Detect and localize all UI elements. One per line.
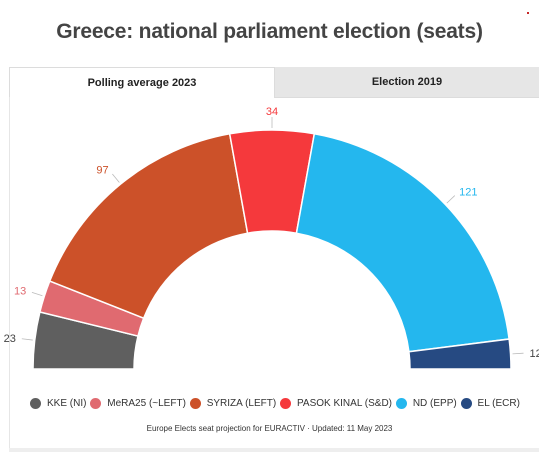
legend-item-mera25-left[interactable]: MeRA25 (~LEFT)	[90, 398, 186, 409]
legend-label: PASOK KINAL (S&D)	[296, 398, 393, 409]
label-leader-mera25-left	[31, 292, 43, 297]
seat-segment-el-ecr[interactable]	[408, 338, 512, 370]
legend-item-el-ecr[interactable]: EL (ECR)	[460, 398, 520, 409]
seat-segment-syriza-left[interactable]	[48, 132, 249, 320]
legend-item-syriza-left[interactable]: SYRIZA (LEFT)	[189, 398, 277, 409]
value-label-el-ecr: 12	[529, 348, 539, 360]
legend-label: EL (ECR)	[477, 398, 520, 409]
label-leader-syriza-left	[112, 173, 120, 183]
bottom-divider	[9, 448, 539, 452]
chart-panel	[9, 97, 539, 449]
legend-swatch	[279, 398, 291, 409]
seat-segment-nd-epp[interactable]	[295, 132, 510, 353]
legend-swatch	[90, 398, 102, 409]
chart-footnote: Europe Elects seat projection for EURACT…	[146, 424, 393, 433]
legend-label: MeRA25 (~LEFT)	[107, 398, 186, 409]
legend-swatch	[395, 398, 407, 409]
legend-swatch	[460, 398, 472, 409]
legend-item-pasok-kinal-s-d[interactable]: PASOK KINAL (S&D)	[279, 398, 393, 409]
value-label-syriza-left: 97	[96, 164, 108, 176]
chart-legend: KKE (NI) MeRA25 (~LEFT) SYRIZA (LEFT) PASOK…	[30, 398, 520, 409]
value-label-pasok-kinal-s-d: 34	[266, 106, 278, 118]
value-label-mera25-left: 13	[14, 286, 26, 298]
tab-polling-average[interactable]: Polling average 2023	[9, 67, 275, 98]
label-leader-kke-ni	[21, 338, 33, 341]
value-label-nd-epp: 121	[459, 186, 477, 198]
chart-title: Greece: national parliament election (se…	[56, 20, 483, 43]
label-leader-el-ecr	[512, 352, 524, 355]
legend-label: SYRIZA (LEFT)	[206, 398, 277, 409]
label-leader-nd-epp	[446, 195, 456, 204]
corner-marker	[527, 12, 529, 14]
legend-label: KKE (NI)	[47, 398, 87, 409]
legend-swatch	[189, 398, 201, 409]
tab-election-2019[interactable]: Election 2019	[275, 67, 539, 98]
legend-label: ND (EPP)	[412, 398, 457, 409]
legend-item-nd-epp[interactable]: ND (EPP)	[395, 398, 457, 409]
legend-swatch	[30, 398, 41, 409]
legend-item-kke-ni[interactable]: KKE (NI)	[30, 398, 86, 409]
tab-bar: Polling average 2023 Election 2019	[9, 67, 539, 98]
value-label-kke-ni: 23	[4, 333, 16, 345]
